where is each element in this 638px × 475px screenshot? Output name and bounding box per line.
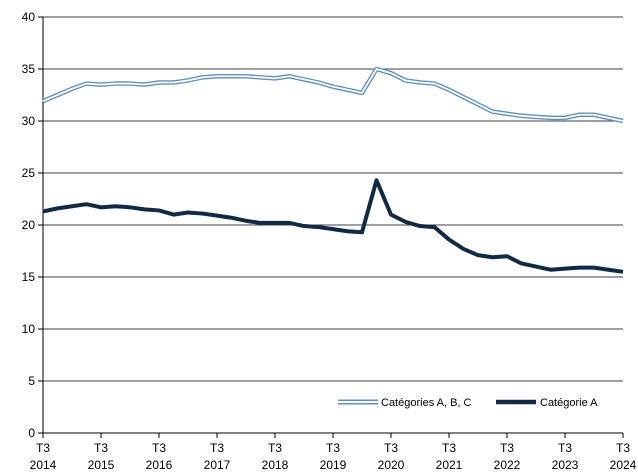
x-tick-label-quarter: T3: [326, 441, 340, 455]
legend-box: [332, 392, 618, 414]
x-tick-label-year: 2018: [262, 458, 289, 472]
legend-label-abc: Catégories A, B, C: [381, 397, 472, 409]
y-tick-label: 40: [22, 10, 36, 24]
legend-label-a: Catégorie A: [540, 397, 598, 409]
y-tick-label: 20: [22, 218, 36, 232]
x-tick-label-quarter: T3: [210, 441, 224, 455]
x-tick-label-quarter: T3: [152, 441, 166, 455]
series-line-abc-outline: [42, 66, 624, 124]
series-line-abc-inner: [42, 68, 624, 122]
y-tick-label: 25: [22, 166, 36, 180]
y-tick-label: 15: [22, 270, 36, 284]
x-tick-label-year: 2016: [146, 458, 173, 472]
x-tick-label-quarter: T3: [558, 441, 572, 455]
series-lines: [42, 66, 624, 274]
y-tick-label: 10: [22, 322, 36, 336]
x-tick-label-quarter: T3: [616, 441, 630, 455]
x-tick-label-year: 2020: [378, 458, 405, 472]
x-tick-label-year: 2021: [436, 458, 463, 472]
y-tick-label: 0: [28, 426, 35, 440]
axes: 0 5 10 15 20 25 30 35 40 T3 2014 T3 2015 T3 2016 T3 2017…: [22, 10, 637, 472]
x-tick-label-quarter: T3: [442, 441, 456, 455]
x-tick-label-quarter: T3: [384, 441, 398, 455]
x-tick-label-year: 2017: [204, 458, 231, 472]
x-tick-label-year: 2022: [494, 458, 521, 472]
x-tick-label-year: 2024: [610, 458, 637, 472]
y-tick-label: 35: [22, 62, 36, 76]
y-tick-label: 30: [22, 114, 36, 128]
x-tick-label-year: 2019: [320, 458, 347, 472]
x-tick-label-quarter: T3: [36, 441, 50, 455]
legend: Catégories A, B, C Catégorie A: [332, 392, 618, 414]
y-tick-label: 5: [28, 374, 35, 388]
x-tick-label-year: 2014: [30, 458, 57, 472]
x-tick-label-quarter: T3: [500, 441, 514, 455]
gridlines: [43, 16, 623, 382]
x-tick-label-year: 2015: [88, 458, 115, 472]
x-tick-label-quarter: T3: [268, 441, 282, 455]
x-tick-label-quarter: T3: [94, 441, 108, 455]
series-line-a: [42, 178, 624, 274]
x-tick-label-year: 2023: [552, 458, 579, 472]
